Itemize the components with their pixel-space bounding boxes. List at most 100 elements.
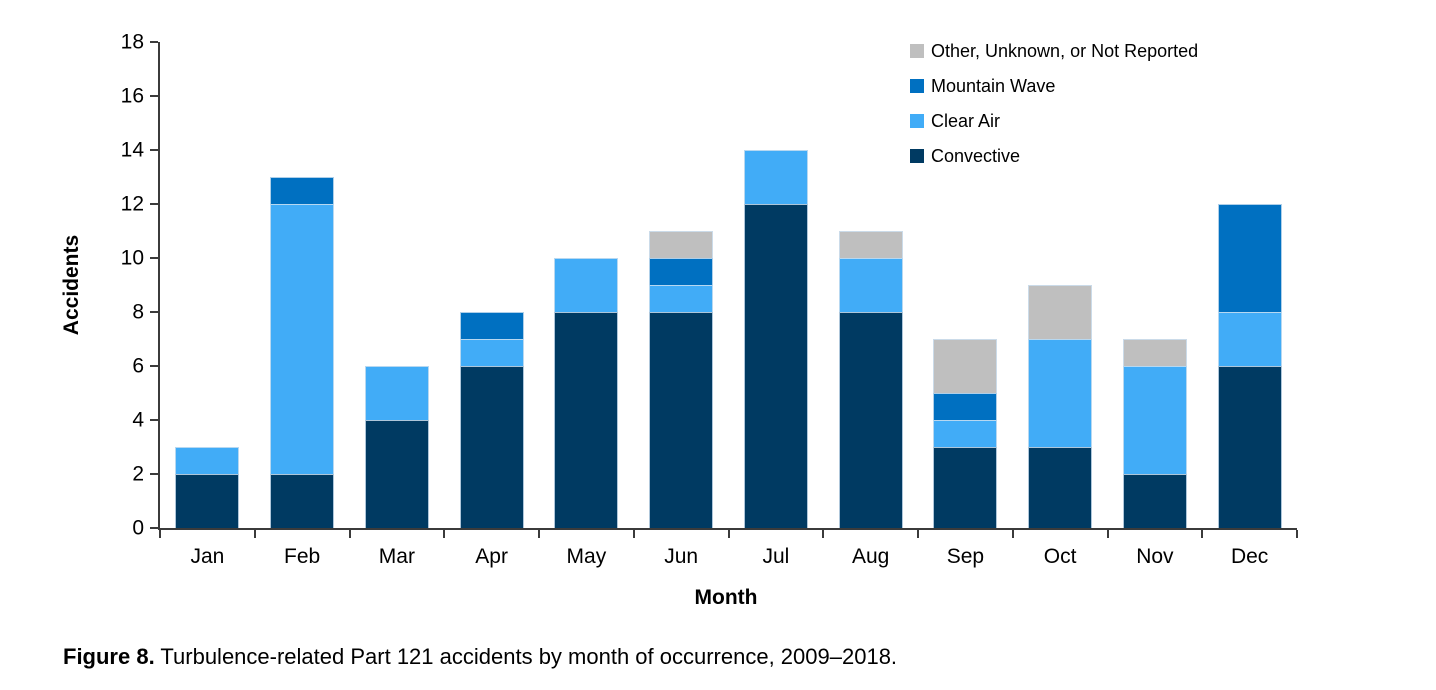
bar-segment-mountain-wave <box>933 393 998 420</box>
bar-jan <box>175 447 240 528</box>
bar-segment-mountain-wave <box>459 312 524 339</box>
y-tick-mark <box>150 95 158 97</box>
x-tick-label-feb: Feb <box>284 545 321 568</box>
x-tick-label-oct: Oct <box>1043 545 1077 568</box>
legend-row: Convective <box>910 138 1198 173</box>
bar-segment-other <box>1122 339 1187 366</box>
bar-segment-mountain-wave <box>270 177 335 204</box>
y-tick-mark <box>150 419 158 421</box>
bar-apr <box>459 312 524 528</box>
y-tick-mark <box>150 527 158 529</box>
bar-segment-clear-air <box>364 366 429 420</box>
x-tick-mark <box>538 530 540 538</box>
bar-segment-convective <box>649 312 714 528</box>
bar-segment-other <box>838 231 903 258</box>
x-tick-label-aug: Aug <box>851 545 890 568</box>
bar-segment-convective <box>554 312 619 528</box>
bar-segment-convective <box>270 474 335 528</box>
legend-label: Mountain Wave <box>931 75 1056 96</box>
bar-dec <box>1217 204 1282 528</box>
bar-segment-convective <box>175 474 240 528</box>
bar-jun <box>649 231 714 528</box>
bar-segment-other <box>933 339 998 393</box>
y-tick-mark <box>150 311 158 313</box>
y-tick-label: 4 <box>132 408 144 432</box>
y-tick-mark <box>150 203 158 205</box>
y-tick-label: 18 <box>120 30 144 54</box>
bar-segment-convective <box>1217 366 1282 528</box>
bar-segment-clear-air <box>270 204 335 474</box>
bar-sep <box>933 339 998 528</box>
x-tick-mark <box>159 530 161 538</box>
x-axis-title: Month <box>694 586 758 609</box>
x-tick-label-apr: Apr <box>475 545 508 568</box>
bar-segment-clear-air <box>459 339 524 366</box>
bar-segment-convective <box>364 420 429 528</box>
legend-label: Convective <box>931 145 1021 166</box>
x-tick-label-nov: Nov <box>1136 545 1174 568</box>
x-tick-mark <box>917 530 919 538</box>
legend-label: Other, Unknown, or Not Reported <box>931 40 1199 61</box>
legend-row: Mountain Wave <box>910 68 1198 103</box>
bar-segment-other <box>1028 285 1093 339</box>
bar-segment-convective <box>838 312 903 528</box>
legend-swatch-icon <box>910 78 924 93</box>
y-axis-title: Accidents <box>60 234 83 336</box>
legend-row: Other, Unknown, or Not Reported <box>910 33 1198 68</box>
x-tick-label-mar: Mar <box>378 545 415 568</box>
y-tick-label: 0 <box>132 516 144 540</box>
bar-segment-clear-air <box>743 150 808 204</box>
bar-segment-clear-air <box>554 258 619 312</box>
x-tick-label-jun: Jun <box>664 545 699 568</box>
bar-oct <box>1028 285 1093 528</box>
bar-segment-convective <box>1028 447 1093 528</box>
caption-label: Figure 8. <box>63 644 155 669</box>
bar-may <box>554 258 619 528</box>
bar-aug <box>838 231 903 528</box>
y-tick-mark <box>150 473 158 475</box>
y-tick-label: 10 <box>120 246 144 270</box>
bar-segment-clear-air <box>175 447 240 474</box>
bar-segment-other <box>649 231 714 258</box>
y-tick-mark <box>150 257 158 259</box>
bar-segment-clear-air <box>649 285 714 312</box>
x-tick-label-jul: Jul <box>762 545 790 568</box>
bar-feb <box>270 177 335 528</box>
y-tick-label: 2 <box>132 462 144 486</box>
bar-segment-mountain-wave <box>649 258 714 285</box>
bar-segment-clear-air <box>1217 312 1282 366</box>
bar-jul <box>743 150 808 528</box>
bar-segment-convective <box>459 366 524 528</box>
bar-mar <box>364 366 429 528</box>
plot-area: 0 2 4 6 8 10 12 14 16 18 Jan Feb Mar Apr May Jun Jul Aug S… <box>121 32 1298 567</box>
bar-segment-clear-air <box>838 258 903 312</box>
x-tick-label-sep: Sep <box>946 545 985 568</box>
x-tick-mark <box>348 530 351 538</box>
y-tick-label: 16 <box>120 84 144 108</box>
bar-segment-clear-air <box>1028 339 1093 447</box>
y-tick-label: 8 <box>132 300 144 324</box>
x-tick-label-dec: Dec <box>1230 545 1269 568</box>
x-tick-label-may: May <box>566 545 607 568</box>
bar-segment-convective <box>1122 474 1187 528</box>
legend-swatch-icon <box>910 113 924 128</box>
legend-label: Clear Air <box>931 110 1001 131</box>
y-tick-label: 6 <box>132 354 144 378</box>
x-tick-mark <box>1296 530 1298 538</box>
legend: Other, Unknown, or Not Reported Mountain … <box>910 33 1198 173</box>
bar-nov <box>1122 339 1187 528</box>
bar-segment-convective <box>933 447 998 528</box>
y-tick-label: 14 <box>120 138 144 162</box>
bar-segment-clear-air <box>933 420 998 447</box>
y-tick-mark <box>150 41 158 43</box>
y-tick-mark <box>150 149 158 151</box>
legend-swatch-icon <box>910 43 924 58</box>
x-tick-mark <box>443 530 446 538</box>
bar-segment-mountain-wave <box>1217 204 1282 312</box>
x-tick-mark <box>1106 530 1109 538</box>
y-tick-label: 12 <box>120 192 144 216</box>
x-tick-mark <box>822 530 825 538</box>
x-tick-mark <box>1201 530 1204 538</box>
bar-segment-clear-air <box>1122 366 1187 474</box>
